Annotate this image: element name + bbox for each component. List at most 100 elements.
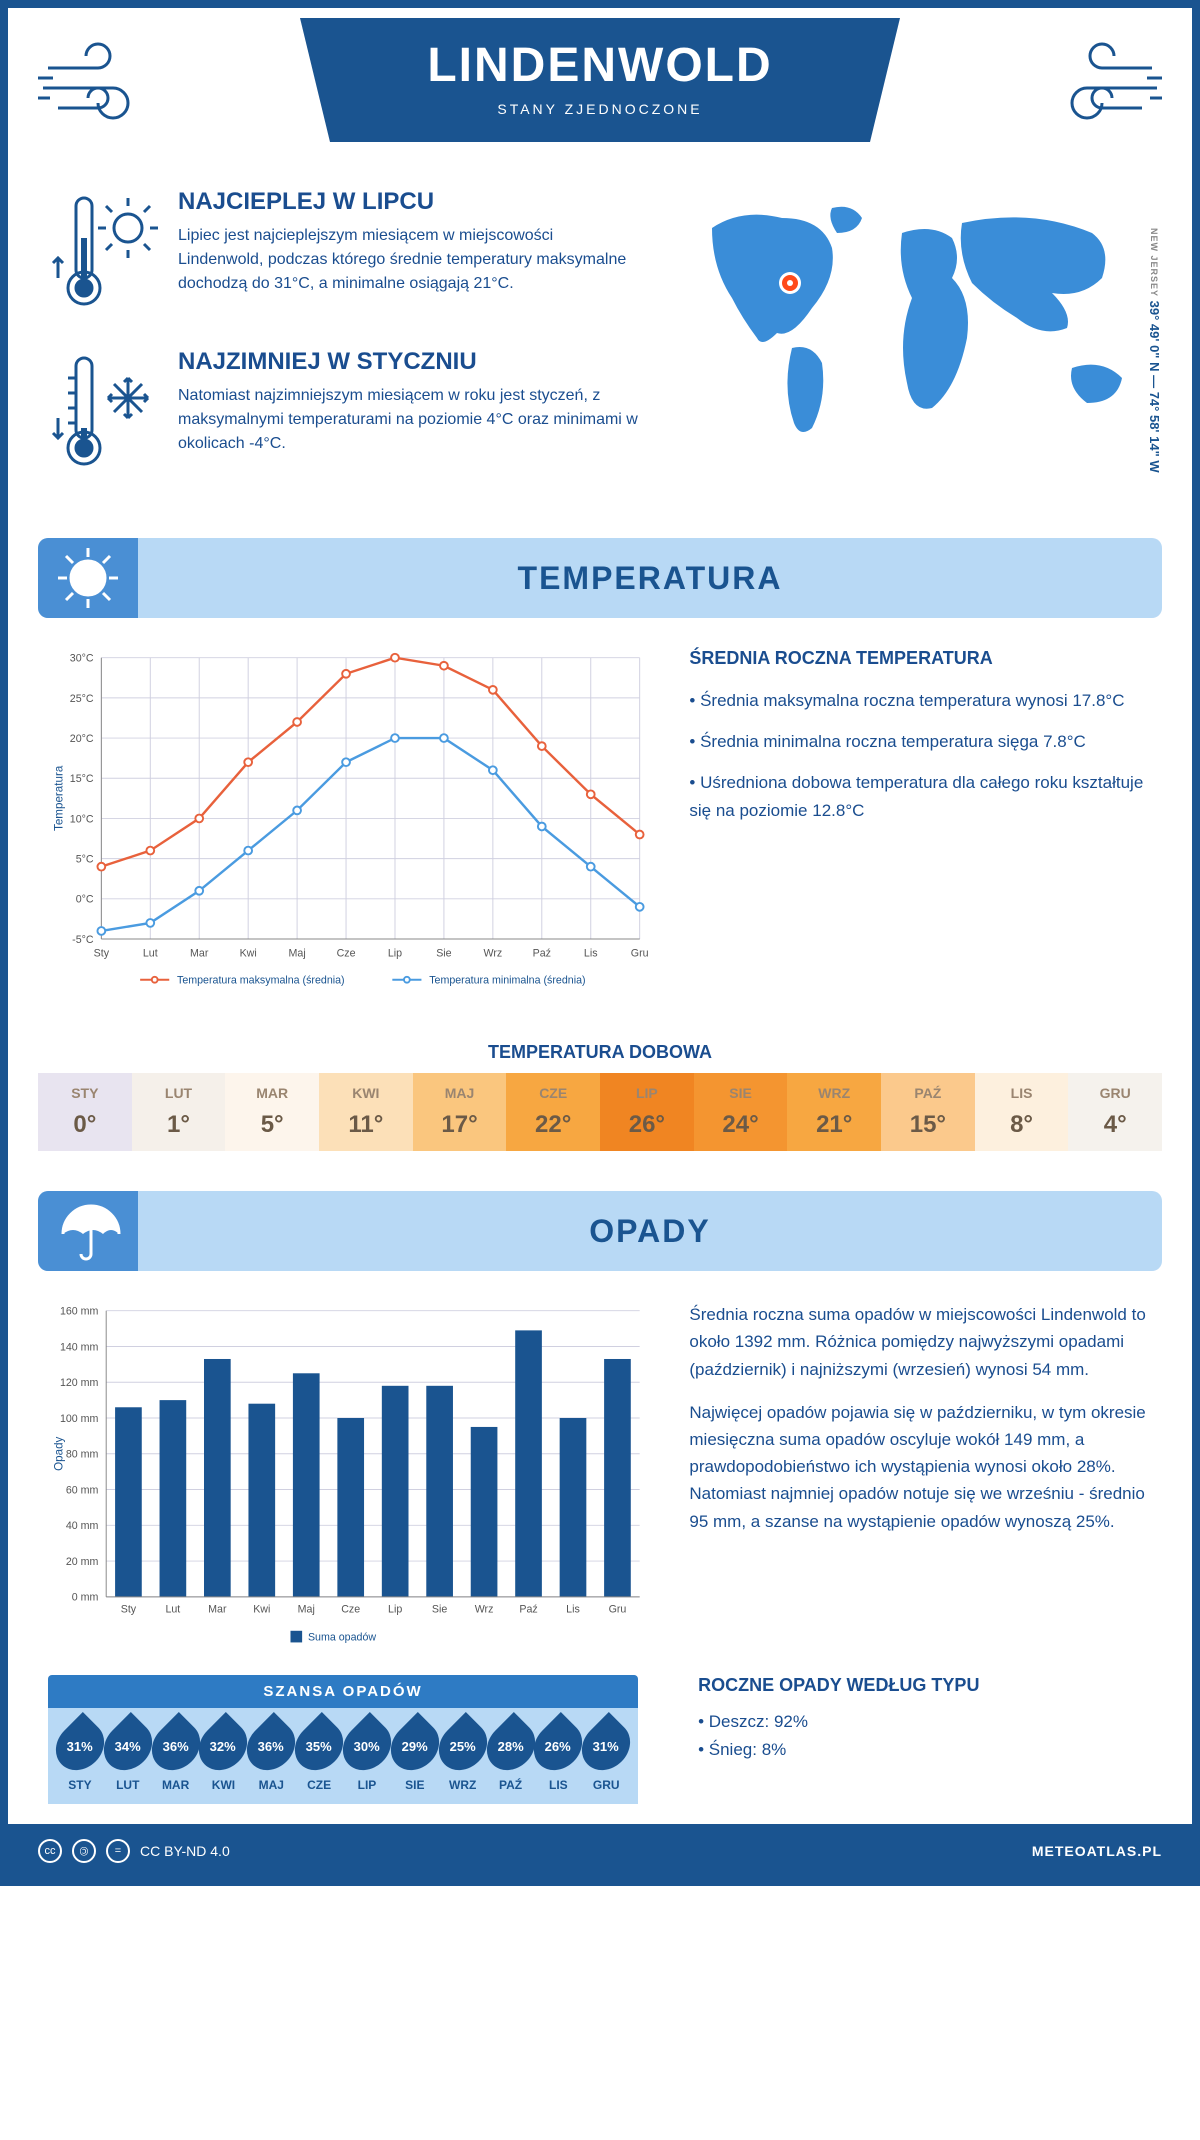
svg-text:Lis: Lis: [566, 1604, 580, 1616]
chance-month: LIS: [534, 1778, 582, 1792]
header: LINDENWOLD STANY ZJEDNOCZONE: [8, 8, 1192, 188]
daily-value: 11°: [319, 1111, 413, 1139]
daily-temp-cell: GRU4°: [1068, 1073, 1162, 1151]
fact-warm-body: Lipiec jest najcieplejszym miesiącem w m…: [178, 224, 642, 296]
chance-value: 30%: [354, 1739, 380, 1754]
svg-text:100 mm: 100 mm: [60, 1413, 99, 1425]
chance-value: 29%: [402, 1739, 428, 1754]
chance-drop: 34%LUT: [104, 1720, 152, 1792]
precip-type-item: • Deszcz: 92%: [698, 1708, 1152, 1735]
temp-summary-item: • Średnia minimalna roczna temperatura s…: [689, 728, 1152, 755]
daily-value: 1°: [132, 1111, 226, 1139]
coordinates: NEW JERSEY 39° 49' 0" N — 74° 58' 14" W: [1147, 228, 1162, 473]
daily-temp-cell: PAŹ15°: [881, 1073, 975, 1151]
svg-text:80 mm: 80 mm: [66, 1449, 99, 1461]
chance-title: SZANSA OPADÓW: [48, 1675, 638, 1708]
precip-chance-box: SZANSA OPADÓW 31%STY34%LUT36%MAR32%KWI36…: [48, 1675, 638, 1804]
svg-text:Opady: Opady: [53, 1437, 66, 1471]
world-map: NEW JERSEY 39° 49' 0" N — 74° 58' 14" W: [672, 188, 1152, 508]
daily-month: LIP: [600, 1085, 694, 1101]
chance-value: 31%: [593, 1739, 619, 1754]
daily-value: 5°: [225, 1111, 319, 1139]
intro-section: NAJCIEPLEJ W LIPCU Lipiec jest najcieple…: [8, 188, 1192, 538]
chance-month: PAŹ: [487, 1778, 535, 1792]
svg-text:20 mm: 20 mm: [66, 1556, 99, 1568]
svg-text:60 mm: 60 mm: [66, 1485, 99, 1497]
fact-cold-body: Natomiast najzimniejszym miesiącem w rok…: [178, 384, 642, 456]
daily-temp-cell: MAJ17°: [413, 1073, 507, 1151]
svg-text:-5°C: -5°C: [72, 934, 94, 946]
chance-value: 31%: [67, 1739, 93, 1754]
footer: cc 🄯 = CC BY-ND 4.0 METEOATLAS.PL: [8, 1824, 1192, 1878]
daily-temp-title: TEMPERATURA DOBOWA: [8, 1042, 1192, 1063]
svg-text:15°C: 15°C: [70, 773, 94, 785]
section-header-precip: OPADY: [38, 1191, 1162, 1271]
svg-text:Sie: Sie: [432, 1604, 447, 1616]
chance-drop: 28% PAŹ: [487, 1720, 535, 1792]
wind-icon-right: [1022, 38, 1162, 138]
svg-text:25°C: 25°C: [70, 693, 94, 705]
daily-value: 26°: [600, 1111, 694, 1139]
daily-temp-cell: LIS8°: [975, 1073, 1069, 1151]
svg-text:40 mm: 40 mm: [66, 1520, 99, 1532]
svg-text:Cze: Cze: [337, 947, 356, 959]
daily-temp-cell: KWI 11°: [319, 1073, 413, 1151]
daily-temp-cell: STY0°: [38, 1073, 132, 1151]
section-title-temperature: TEMPERATURA: [138, 560, 1162, 597]
svg-text:Cze: Cze: [341, 1604, 360, 1616]
chance-month: GRU: [582, 1778, 630, 1792]
chance-drop: 31% GRU: [582, 1720, 630, 1792]
daily-temp-cell: WRZ21°: [787, 1073, 881, 1151]
svg-text:Mar: Mar: [208, 1604, 227, 1616]
precip-type-box: ROCZNE OPADY WEDŁUG TYPU • Deszcz: 92%• …: [698, 1675, 1152, 1762]
chance-value: 36%: [258, 1739, 284, 1754]
daily-value: 8°: [975, 1111, 1069, 1139]
sun-icon: [38, 538, 138, 618]
fact-warm-title: NAJCIEPLEJ W LIPCU: [178, 188, 642, 216]
chance-month: LUT: [104, 1778, 152, 1792]
chance-month: MAJ: [247, 1778, 295, 1792]
world-map-svg: [672, 188, 1152, 448]
svg-text:160 mm: 160 mm: [60, 1306, 99, 1318]
chance-month: CZE: [295, 1778, 343, 1792]
temp-summary-title: ŚREDNIA ROCZNA TEMPERATURA: [689, 648, 1152, 669]
daily-month: KWI: [319, 1085, 413, 1101]
chance-value: 28%: [498, 1739, 524, 1754]
nd-icon: =: [106, 1839, 130, 1863]
daily-month: SIE: [694, 1085, 788, 1101]
chance-month: KWI: [200, 1778, 248, 1792]
daily-value: 4°: [1068, 1111, 1162, 1139]
fact-warm: NAJCIEPLEJ W LIPCU Lipiec jest najcieple…: [48, 188, 642, 318]
svg-text:Lis: Lis: [584, 947, 598, 959]
precip-text: Średnia roczna suma opadów w miejscowośc…: [689, 1301, 1152, 1655]
daily-temp-cell: CZE22°: [506, 1073, 600, 1151]
svg-text:Paź: Paź: [519, 1604, 537, 1616]
daily-month: LUT: [132, 1085, 226, 1101]
svg-text:Wrz: Wrz: [483, 947, 502, 959]
svg-text:Lip: Lip: [388, 947, 402, 959]
by-icon: 🄯: [72, 1839, 96, 1863]
chance-value: 35%: [306, 1739, 332, 1754]
chance-drop: 36%MAR: [152, 1720, 200, 1792]
svg-text:Mar: Mar: [190, 947, 209, 959]
chance-value: 26%: [545, 1739, 571, 1754]
temperature-line-chart: -5°C0°C5°C10°C15°C20°C25°C30°CStyLutMarK…: [48, 648, 649, 1002]
daily-month: STY: [38, 1085, 132, 1101]
chance-drop: 35% CZE: [295, 1720, 343, 1792]
daily-value: 21°: [787, 1111, 881, 1139]
svg-text:Temperatura minimalna (średnia: Temperatura minimalna (średnia): [429, 975, 585, 987]
svg-text:10°C: 10°C: [70, 813, 94, 825]
chance-drop: 36% MAJ: [247, 1720, 295, 1792]
title-banner: LINDENWOLD STANY ZJEDNOCZONE: [300, 18, 900, 142]
chance-month: LIP: [343, 1778, 391, 1792]
section-title-precip: OPADY: [138, 1213, 1162, 1250]
precip-bar-chart: 0 mm20 mm40 mm60 mm80 mm100 mm120 mm140 …: [48, 1301, 649, 1655]
svg-text:Lip: Lip: [388, 1604, 402, 1616]
fact-cold-title: NAJZIMNIEJ W STYCZNIU: [178, 348, 642, 376]
temp-summary-item: • Średnia maksymalna roczna temperatura …: [689, 687, 1152, 714]
svg-text:Lut: Lut: [165, 1604, 180, 1616]
thermometer-snow-icon: [48, 348, 158, 478]
svg-text:Sty: Sty: [121, 1604, 137, 1616]
svg-text:Temperatura maksymalna (średni: Temperatura maksymalna (średnia): [177, 975, 345, 987]
coords-text: 39° 49' 0" N — 74° 58' 14" W: [1147, 301, 1162, 473]
